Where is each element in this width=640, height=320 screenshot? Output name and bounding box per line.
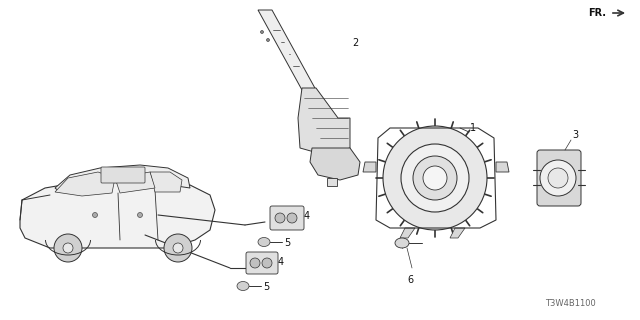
Polygon shape — [400, 228, 415, 238]
Text: 5: 5 — [263, 282, 269, 292]
Circle shape — [423, 166, 447, 190]
Polygon shape — [55, 165, 190, 192]
Ellipse shape — [237, 282, 249, 291]
Circle shape — [275, 213, 285, 223]
Ellipse shape — [258, 237, 270, 246]
Circle shape — [401, 144, 469, 212]
Text: FR.: FR. — [588, 8, 606, 18]
Polygon shape — [55, 172, 115, 196]
Polygon shape — [310, 148, 360, 180]
Circle shape — [54, 234, 82, 262]
Polygon shape — [20, 172, 215, 248]
Polygon shape — [115, 172, 155, 193]
Circle shape — [540, 160, 576, 196]
Circle shape — [287, 213, 297, 223]
Circle shape — [173, 243, 183, 253]
Polygon shape — [363, 162, 376, 172]
Text: 1: 1 — [470, 123, 476, 133]
Circle shape — [250, 258, 260, 268]
Circle shape — [262, 258, 272, 268]
Text: 4: 4 — [304, 211, 310, 221]
FancyBboxPatch shape — [246, 252, 278, 274]
Circle shape — [413, 156, 457, 200]
FancyBboxPatch shape — [537, 150, 581, 206]
Polygon shape — [496, 162, 509, 172]
Polygon shape — [450, 228, 465, 238]
Circle shape — [260, 30, 264, 34]
Text: 2: 2 — [352, 38, 358, 48]
Text: 6: 6 — [407, 275, 413, 285]
FancyBboxPatch shape — [327, 178, 337, 186]
Circle shape — [138, 212, 143, 218]
Circle shape — [63, 243, 73, 253]
Circle shape — [93, 212, 97, 218]
Polygon shape — [258, 10, 316, 90]
Circle shape — [548, 168, 568, 188]
Circle shape — [266, 38, 269, 42]
Polygon shape — [298, 88, 350, 155]
Polygon shape — [150, 172, 182, 192]
Text: T3W4B1100: T3W4B1100 — [545, 299, 596, 308]
Ellipse shape — [395, 238, 409, 248]
FancyBboxPatch shape — [270, 206, 304, 230]
Text: 3: 3 — [572, 130, 578, 140]
Circle shape — [383, 126, 487, 230]
Text: 4: 4 — [278, 257, 284, 267]
Circle shape — [164, 234, 192, 262]
FancyBboxPatch shape — [101, 167, 145, 183]
Text: 5: 5 — [284, 238, 291, 248]
